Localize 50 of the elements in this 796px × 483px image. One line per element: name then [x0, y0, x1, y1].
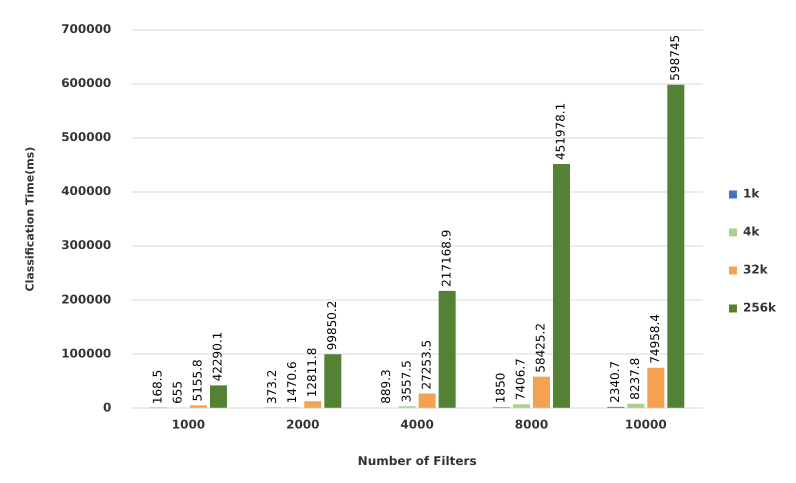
data-label: 8237.8	[628, 358, 642, 400]
data-label: 168.5	[150, 370, 165, 404]
y-tick-label: 600000	[61, 76, 112, 90]
bar	[532, 376, 550, 408]
data-label: 58425.2	[534, 323, 548, 373]
y-tick-label: 0	[102, 400, 112, 414]
y-tick-label: 700000	[61, 22, 112, 36]
data-label: 1470.6	[284, 361, 299, 404]
y-tick-label: 200000	[61, 292, 112, 306]
data-label: 42290.1	[210, 332, 225, 382]
x-tick-label: 4000	[400, 418, 434, 432]
data-label: 12811.8	[304, 348, 319, 398]
y-tick-label: 100000	[61, 346, 112, 360]
data-label: 5155.8	[190, 359, 205, 402]
data-label: 27253.5	[419, 340, 434, 390]
y-tick-label: 500000	[61, 130, 112, 144]
bar	[647, 368, 664, 408]
data-label: 99850.2	[324, 300, 339, 350]
data-label: 74958.4	[648, 314, 662, 364]
x-tick-label: 2000	[286, 418, 320, 432]
bar	[627, 404, 644, 408]
bar	[552, 164, 570, 408]
x-axis-title: Number of Filters	[358, 454, 477, 468]
bar	[512, 404, 530, 408]
x-tick-label: 1000	[172, 418, 206, 432]
legend-label: 256k	[742, 300, 778, 315]
data-label: 3557.5	[399, 360, 414, 402]
data-label: 451978.1	[554, 102, 568, 160]
y-tick-label: 300000	[61, 238, 112, 252]
bar	[438, 290, 456, 408]
data-label: 655	[170, 380, 185, 404]
data-label: 217168.9	[439, 230, 454, 287]
legend-label: 4k	[742, 224, 760, 239]
data-label: 2340.7	[608, 360, 622, 403]
data-label: 7406.7	[514, 358, 528, 400]
data-label: 373.2	[264, 370, 279, 404]
legend-label: 32k	[742, 262, 769, 277]
bar	[418, 393, 436, 408]
x-tick-label: 8000	[514, 418, 548, 432]
bar	[304, 401, 322, 408]
data-label: 1850	[494, 372, 508, 404]
data-label: 889.3	[379, 369, 394, 404]
bar	[210, 385, 227, 408]
y-tick-label: 400000	[61, 184, 112, 198]
y-axis-title: Classification Time(ms)	[23, 146, 36, 292]
x-tick-label: 10000	[624, 418, 667, 432]
legend-label: 1k	[742, 186, 760, 201]
data-label: 598745	[668, 34, 682, 81]
bar	[667, 84, 684, 408]
bar	[324, 354, 342, 408]
